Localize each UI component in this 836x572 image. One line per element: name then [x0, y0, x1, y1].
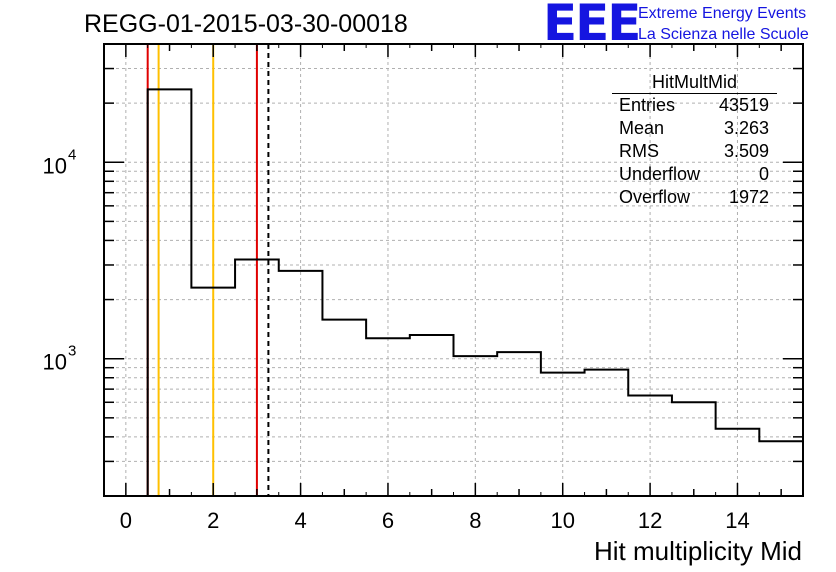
logo-line-1: Extreme Energy Events — [638, 5, 807, 22]
stats-value: 3.509 — [723, 141, 769, 161]
stats-value: 0 — [758, 164, 769, 184]
x-tick-label: 12 — [638, 508, 662, 533]
x-tick-label: 10 — [550, 508, 574, 533]
stats-label: RMS — [619, 141, 659, 161]
y-tick-exponent: 3 — [68, 343, 76, 360]
stats-label: Overflow — [619, 187, 691, 207]
stats-row-mean: Mean 3.263 — [612, 117, 777, 140]
stats-row-rms: RMS 3.509 — [612, 140, 777, 163]
stats-box-title: HitMultMid — [612, 72, 777, 94]
stats-box: HitMultMid Entries 43519 Mean 3.263 RMS … — [612, 72, 777, 209]
x-tick-label: 0 — [120, 508, 132, 533]
stats-value: 3.263 — [723, 118, 769, 138]
stats-value: 43519 — [718, 95, 769, 115]
logo-caption: Extreme Energy Events La Scienza nelle S… — [638, 3, 809, 45]
y-tick-exponent: 4 — [68, 146, 76, 163]
marker-lines — [146, 44, 270, 496]
stats-label: Entries — [619, 95, 676, 115]
stats-label: Mean — [619, 118, 665, 138]
x-tick-label: 6 — [382, 508, 394, 533]
axis-ticks — [103, 43, 804, 497]
stats-value: 1972 — [728, 187, 769, 207]
x-tick-label: 4 — [294, 508, 306, 533]
x-tick-labels: 0 2 4 6 8 10 12 14 — [120, 508, 750, 533]
y-tick-label: 10 — [43, 153, 67, 178]
stats-label: Underflow — [619, 164, 701, 184]
logo-line-2: La Scienza nelle Scuole — [638, 26, 809, 43]
chart-title: REGG-01-2015-03-30-00018 — [84, 10, 408, 38]
x-tick-label: 8 — [469, 508, 481, 533]
x-tick-label: 2 — [207, 508, 219, 533]
x-tick-label: 14 — [725, 508, 749, 533]
histogram-series — [146, 88, 803, 496]
stats-row-overflow: Overflow 1972 — [612, 186, 777, 209]
x-axis-label: Hit multiplicity Mid — [593, 536, 802, 566]
stats-row-underflow: Underflow 0 — [612, 163, 777, 186]
eee-logo: EEE — [543, 0, 641, 52]
grid-layer — [104, 43, 803, 497]
y-tick-label: 10 — [43, 350, 67, 375]
stats-row-entries: Entries 43519 — [612, 94, 777, 117]
